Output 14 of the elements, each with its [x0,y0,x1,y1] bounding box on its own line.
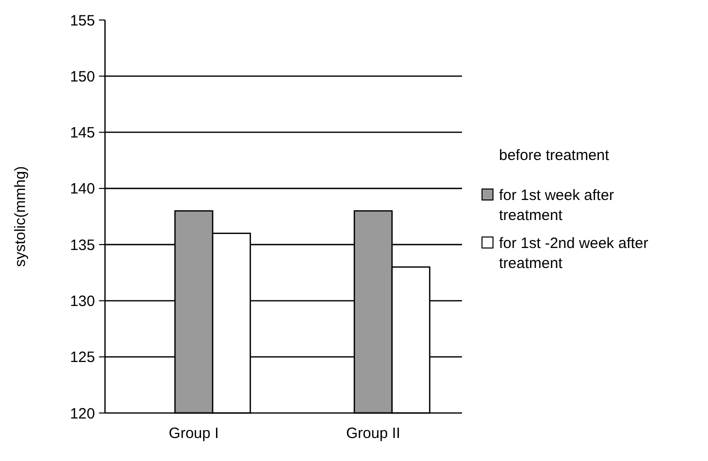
y-axis-title: systolic(mmhg) [12,166,29,267]
y-tick-label: 145 [70,124,95,142]
x-tick-label: Group II [346,425,400,442]
legend-label: for 1st -2nd week after treatment [499,235,648,272]
x-tick-label: Group I [168,425,219,442]
y-tick-label: 135 [70,236,95,254]
y-tick-label: 125 [70,349,95,366]
text: before treatment [499,147,610,164]
y-tick-label: 155 [70,12,95,30]
y-tick-label: 130 [70,292,95,310]
y-tick-label: 140 [70,180,95,198]
y-tick-label: 150 [70,68,95,86]
y-tick-label: 120 [70,405,95,422]
legend-label: for 1st week after treatment [499,187,614,224]
